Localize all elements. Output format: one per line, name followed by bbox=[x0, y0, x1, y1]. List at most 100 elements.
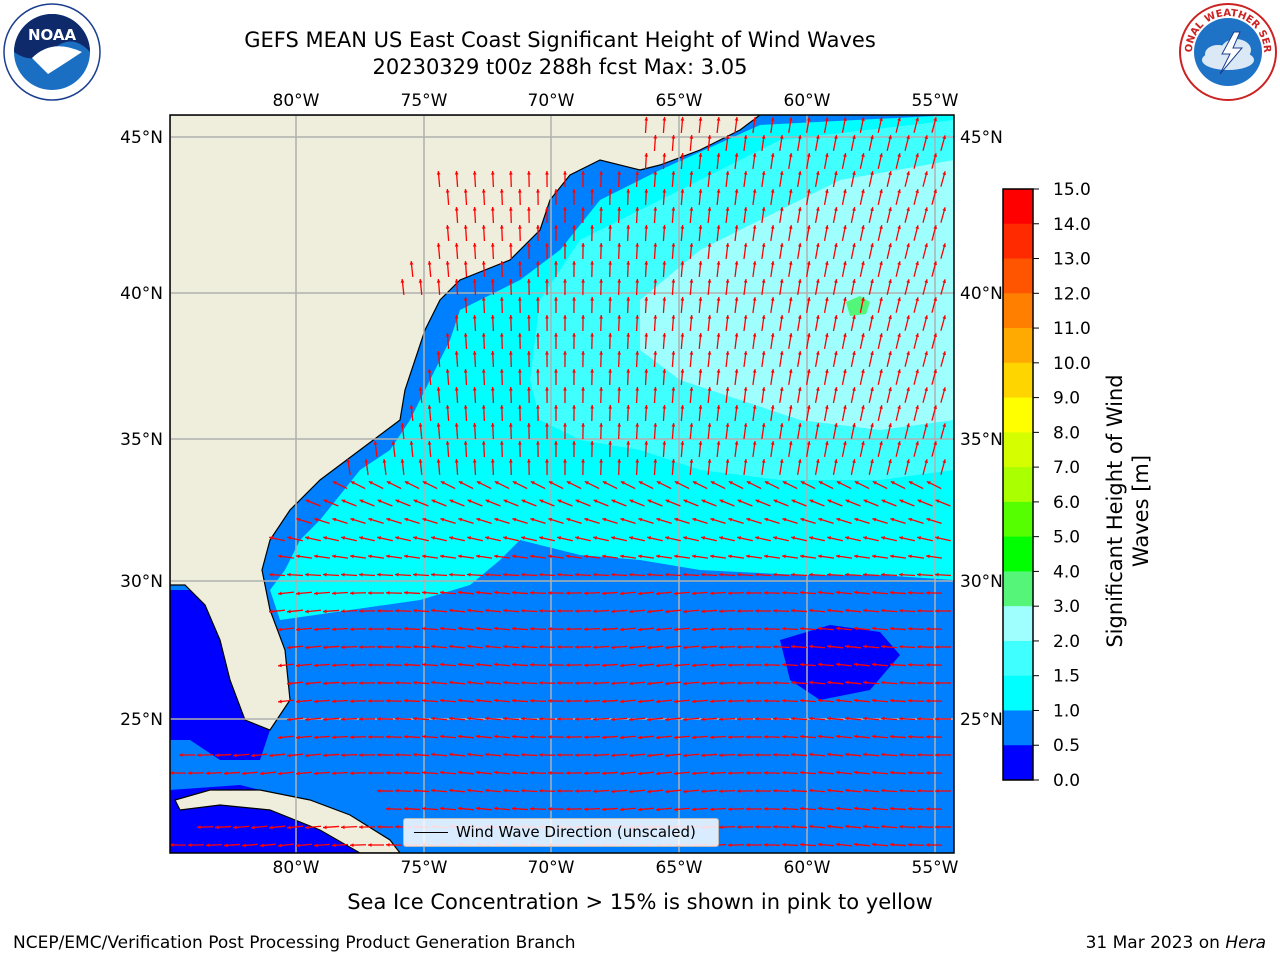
wave-arrow bbox=[644, 224, 649, 242]
wave-arrow bbox=[547, 663, 565, 667]
wave-arrow bbox=[472, 350, 477, 368]
wave-arrow bbox=[545, 170, 549, 188]
wave-arrow bbox=[935, 536, 951, 542]
wave-arrow bbox=[539, 536, 555, 542]
wave-arrow bbox=[745, 735, 763, 739]
wave-arrow bbox=[502, 608, 520, 613]
wave-arrow bbox=[788, 152, 793, 170]
wave-arrow bbox=[358, 825, 376, 829]
wave-arrow bbox=[502, 572, 520, 577]
wave-arrow bbox=[736, 572, 754, 577]
wave-arrow bbox=[700, 609, 718, 614]
wave-arrow bbox=[304, 572, 322, 577]
wave-arrow bbox=[601, 699, 619, 704]
wave-arrow bbox=[871, 734, 889, 739]
wave-arrow bbox=[826, 644, 844, 649]
wave-arrow bbox=[508, 422, 513, 440]
wave-arrow bbox=[610, 645, 628, 650]
wave-arrow bbox=[611, 536, 627, 542]
wave-arrow bbox=[859, 225, 865, 241]
wave-arrow bbox=[367, 771, 385, 775]
wave-arrow bbox=[421, 662, 439, 667]
wave-arrow bbox=[736, 825, 754, 829]
wave-arrow bbox=[418, 386, 423, 404]
wave-arrow bbox=[770, 332, 775, 350]
wave-arrow bbox=[313, 843, 331, 848]
colorbar-segment bbox=[1003, 536, 1033, 572]
wave-arrow bbox=[653, 314, 658, 332]
wave-arrow bbox=[475, 698, 493, 703]
wave-arrow bbox=[772, 608, 790, 613]
wave-arrow bbox=[538, 572, 556, 577]
wave-arrow bbox=[745, 843, 763, 847]
wave-arrow bbox=[691, 554, 709, 559]
wave-arrow bbox=[601, 735, 619, 740]
wave-arrow bbox=[850, 171, 856, 187]
chart-title: GEFS MEAN US East Coast Significant Heig… bbox=[244, 28, 876, 52]
wave-arrow bbox=[707, 386, 712, 404]
wave-arrow bbox=[814, 423, 820, 439]
wave-arrow bbox=[590, 296, 595, 314]
right-lat-tick-1: 40°N bbox=[960, 284, 1003, 304]
wave-arrow bbox=[538, 644, 556, 649]
wave-arrow bbox=[707, 170, 712, 188]
wave-arrow bbox=[644, 332, 649, 350]
wave-arrow bbox=[664, 681, 682, 686]
wave-arrow bbox=[490, 314, 495, 332]
wave-arrow bbox=[671, 278, 676, 296]
wave-arrow bbox=[626, 440, 631, 458]
wave-arrow bbox=[286, 572, 304, 577]
wave-arrow bbox=[925, 663, 943, 667]
wave-arrow bbox=[754, 609, 772, 613]
wave-arrow bbox=[653, 422, 658, 440]
wave-arrow bbox=[584, 480, 600, 490]
wave-arrow bbox=[430, 680, 448, 685]
wave-arrow bbox=[880, 608, 898, 613]
wave-arrow bbox=[517, 332, 522, 350]
wave-arrow bbox=[472, 386, 477, 404]
colorbar-segment bbox=[1003, 501, 1033, 538]
wave-arrow bbox=[556, 645, 574, 649]
wave-arrow bbox=[734, 332, 739, 350]
wave-arrow bbox=[268, 609, 286, 614]
wave-arrow bbox=[502, 644, 520, 649]
wave-arrow bbox=[788, 404, 793, 422]
wave-arrow bbox=[295, 843, 313, 848]
wave-arrow bbox=[935, 499, 951, 507]
wave-arrow bbox=[493, 590, 511, 595]
wave-arrow bbox=[922, 459, 928, 475]
wave-arrow bbox=[617, 458, 622, 476]
wave-arrow bbox=[931, 261, 938, 277]
wave-arrow bbox=[788, 296, 793, 314]
colorbar-tick-2: 13.0 bbox=[1053, 250, 1091, 270]
wave-arrow bbox=[797, 351, 802, 367]
wave-arrow bbox=[436, 170, 441, 188]
wave-arrow bbox=[895, 225, 901, 241]
wave-arrow bbox=[646, 789, 664, 794]
wave-arrow bbox=[572, 260, 576, 278]
wave-arrow bbox=[349, 663, 367, 668]
wave-arrow bbox=[772, 752, 790, 757]
wave-arrow bbox=[373, 440, 378, 458]
wave-arrow bbox=[725, 206, 730, 224]
wave-arrow bbox=[583, 627, 601, 632]
wave-arrow bbox=[844, 608, 862, 613]
wave-arrow bbox=[761, 386, 766, 404]
wave-arrow bbox=[503, 499, 519, 507]
wave-arrow bbox=[845, 536, 861, 542]
wave-arrow bbox=[463, 188, 468, 206]
wave-arrow bbox=[485, 499, 501, 507]
colorbar-tick-0: 15.0 bbox=[1053, 180, 1091, 200]
wave-arrow bbox=[526, 386, 531, 404]
wave-arrow bbox=[637, 591, 655, 596]
wave-arrow bbox=[350, 480, 366, 490]
wave-arrow bbox=[421, 806, 439, 811]
wave-arrow bbox=[889, 698, 907, 703]
wave-arrow bbox=[436, 458, 441, 476]
wave-arrow bbox=[536, 368, 540, 386]
wave-arrow bbox=[859, 189, 865, 205]
wave-arrow bbox=[404, 517, 420, 524]
wave-arrow bbox=[466, 680, 484, 685]
wave-arrow bbox=[913, 225, 919, 241]
wave-arrow bbox=[692, 480, 708, 490]
